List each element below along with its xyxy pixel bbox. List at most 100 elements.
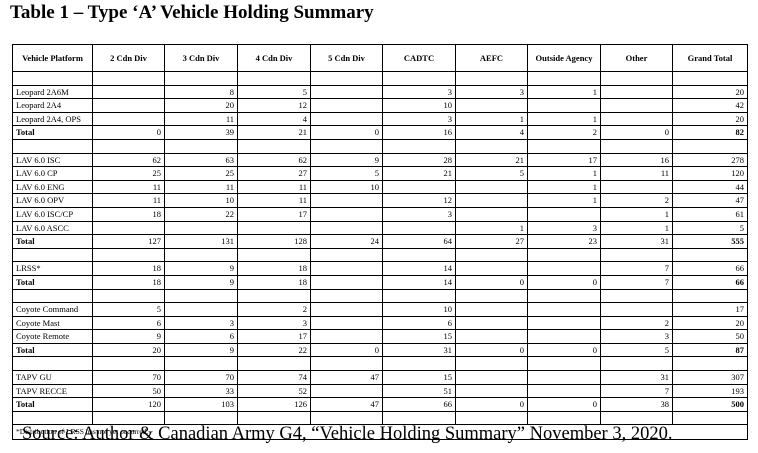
value-cell: 1 xyxy=(527,84,601,100)
value-cell: 0 xyxy=(600,125,673,140)
value-cell: 8 xyxy=(164,84,238,100)
grand-total-cell: 278 xyxy=(672,152,748,168)
vehicle-platform-cell: Total xyxy=(12,274,93,290)
value-cell: 18 xyxy=(92,206,165,222)
value-cell: 5 xyxy=(237,84,311,100)
vehicle-platform-cell: Coyote Remote xyxy=(12,329,93,344)
value-cell: 9 xyxy=(310,152,383,168)
value-cell: 12 xyxy=(382,193,456,208)
value-cell: 0 xyxy=(527,274,601,290)
value-cell: 0 xyxy=(92,125,165,140)
empty-cell xyxy=(12,247,93,263)
value-cell xyxy=(455,179,528,195)
value-cell: 47 xyxy=(310,370,383,385)
empty-cell xyxy=(672,71,748,86)
grand-total-cell: 20 xyxy=(672,315,748,331)
value-cell: 70 xyxy=(164,370,238,385)
value-cell: 10 xyxy=(164,193,238,208)
value-cell: 17 xyxy=(527,152,601,168)
value-cell: 14 xyxy=(382,261,456,276)
vehicle-platform-cell: LAV 6.0 OPV xyxy=(12,193,93,208)
empty-cell xyxy=(92,247,165,263)
value-cell: 25 xyxy=(92,166,165,181)
value-cell: 12 xyxy=(237,98,311,113)
empty-cell xyxy=(672,356,748,372)
value-cell: 1 xyxy=(527,193,601,208)
value-cell: 38 xyxy=(600,397,673,412)
value-cell xyxy=(310,261,383,276)
value-cell xyxy=(527,370,601,385)
value-cell: 14 xyxy=(382,274,456,290)
value-cell: 0 xyxy=(310,342,383,358)
vehicle-platform-cell: TAPV GU xyxy=(12,370,93,385)
value-cell: 2 xyxy=(237,302,311,317)
empty-cell xyxy=(92,288,165,304)
value-cell xyxy=(92,84,165,100)
vehicle-platform-cell: Leopard 2A4 xyxy=(12,98,93,113)
value-cell: 2 xyxy=(600,315,673,331)
value-cell: 0 xyxy=(455,274,528,290)
value-cell xyxy=(382,220,456,236)
value-cell: 3 xyxy=(382,111,456,127)
value-cell xyxy=(310,193,383,208)
value-cell: 15 xyxy=(382,370,456,385)
vehicle-platform-cell: Leopard 2A6M xyxy=(12,84,93,100)
value-cell: 9 xyxy=(92,329,165,344)
value-cell: 6 xyxy=(92,315,165,331)
value-cell: 17 xyxy=(237,206,311,222)
value-cell: 9 xyxy=(164,261,238,276)
empty-cell xyxy=(12,356,93,372)
value-cell: 11 xyxy=(237,179,311,195)
value-cell: 11 xyxy=(92,179,165,195)
value-cell: 5 xyxy=(92,302,165,317)
spacer-row xyxy=(12,288,748,304)
value-cell: 39 xyxy=(164,125,238,140)
value-cell xyxy=(455,261,528,276)
value-cell: 6 xyxy=(382,315,456,331)
empty-cell xyxy=(12,288,93,304)
vehicle-platform-cell: LAV 6.0 ISC/CP xyxy=(12,206,93,222)
empty-cell xyxy=(527,356,601,372)
vehicle-platform-cell: Coyote Mast xyxy=(12,315,93,331)
value-cell xyxy=(527,98,601,113)
value-cell xyxy=(455,206,528,222)
table-row: Coyote Command 5 2 10 17 xyxy=(12,302,748,317)
value-cell: 23 xyxy=(527,234,601,249)
empty-cell xyxy=(455,410,528,426)
value-cell xyxy=(310,84,383,100)
value-cell: 17 xyxy=(237,329,311,344)
value-cell: 16 xyxy=(382,125,456,140)
value-cell xyxy=(164,302,238,317)
value-cell xyxy=(527,315,601,331)
value-cell: 6 xyxy=(164,329,238,344)
value-cell xyxy=(455,98,528,113)
grand-total-cell: 307 xyxy=(672,370,748,385)
column-header: Vehicle Platform xyxy=(12,44,93,72)
value-cell xyxy=(600,98,673,113)
value-cell: 1 xyxy=(527,111,601,127)
value-cell: 4 xyxy=(455,125,528,140)
table-title: Table 1 – Type ‘A’ Vehicle Holding Summa… xyxy=(10,2,374,23)
total-row: Total 0 39 21 0 16 4 2 0 82 xyxy=(12,125,748,140)
empty-cell xyxy=(92,356,165,372)
vehicle-platform-cell: Total xyxy=(12,234,93,249)
value-cell: 66 xyxy=(382,397,456,412)
empty-cell xyxy=(527,288,601,304)
empty-cell xyxy=(92,138,165,154)
value-cell xyxy=(600,179,673,195)
total-row: Total 20 9 22 0 31 0 0 5 87 xyxy=(12,342,748,358)
empty-cell xyxy=(12,138,93,154)
vehicle-platform-cell: LAV 6.0 ASCC xyxy=(12,220,93,236)
table-row: LRSS* 18 9 18 14 7 66 xyxy=(12,261,748,276)
value-cell xyxy=(455,383,528,399)
value-cell: 62 xyxy=(92,152,165,168)
value-cell: 1 xyxy=(527,166,601,181)
value-cell: 20 xyxy=(92,342,165,358)
value-cell: 10 xyxy=(382,98,456,113)
value-cell xyxy=(92,111,165,127)
table-body: Leopard 2A6M 8 5 3 3 1 20 Leopard 2A4 20 12 10 42 Le… xyxy=(12,71,748,441)
value-cell xyxy=(600,302,673,317)
empty-cell xyxy=(12,71,93,86)
value-cell: 0 xyxy=(527,342,601,358)
value-cell: 7 xyxy=(600,261,673,276)
